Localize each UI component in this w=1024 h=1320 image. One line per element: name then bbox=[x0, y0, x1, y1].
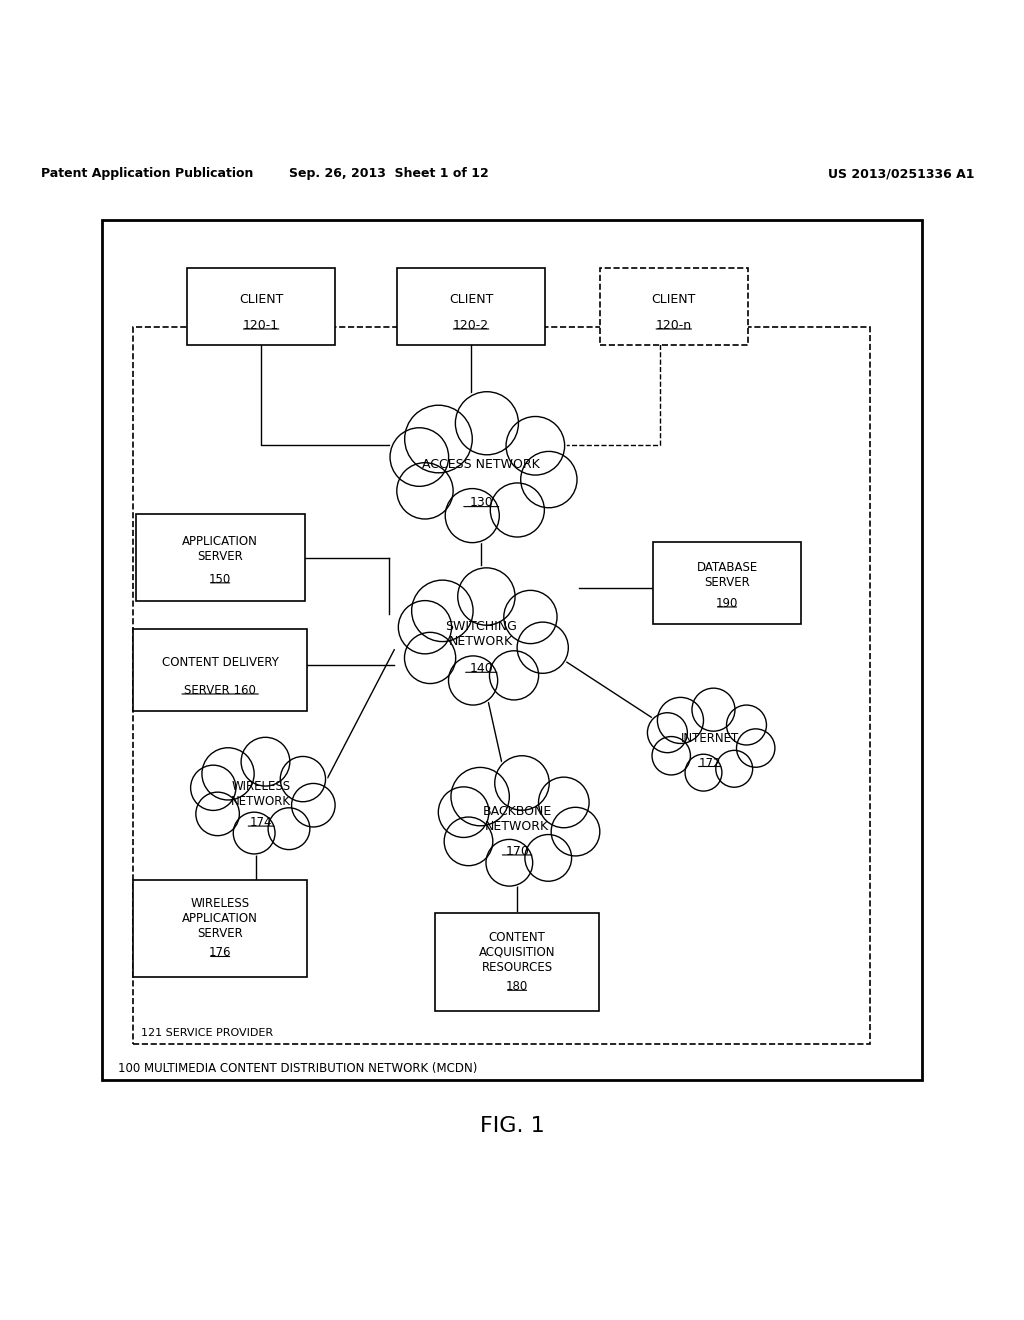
FancyBboxPatch shape bbox=[133, 879, 307, 977]
Text: 170: 170 bbox=[505, 845, 529, 858]
FancyBboxPatch shape bbox=[397, 268, 545, 345]
Text: CLIENT: CLIENT bbox=[449, 293, 494, 305]
Circle shape bbox=[201, 746, 255, 801]
Text: 174: 174 bbox=[250, 816, 272, 829]
Text: BACKBONE
NETWORK: BACKBONE NETWORK bbox=[482, 805, 552, 833]
Text: 172: 172 bbox=[698, 756, 721, 770]
Circle shape bbox=[488, 482, 546, 539]
Circle shape bbox=[684, 754, 723, 792]
Text: CLIENT: CLIENT bbox=[651, 293, 696, 305]
Text: CONTENT DELIVERY: CONTENT DELIVERY bbox=[162, 656, 279, 668]
Text: FIG. 1: FIG. 1 bbox=[479, 1115, 545, 1137]
Text: WIRELESS
APPLICATION
SERVER: WIRELESS APPLICATION SERVER bbox=[182, 898, 258, 940]
Circle shape bbox=[195, 791, 241, 837]
Circle shape bbox=[395, 461, 455, 520]
Circle shape bbox=[397, 599, 453, 655]
Circle shape bbox=[457, 566, 516, 627]
Circle shape bbox=[503, 589, 558, 645]
Text: 130: 130 bbox=[469, 495, 494, 508]
Text: INTERNET: INTERNET bbox=[681, 731, 738, 744]
Circle shape bbox=[443, 487, 501, 544]
Circle shape bbox=[434, 424, 528, 517]
Text: 140: 140 bbox=[469, 661, 494, 675]
Circle shape bbox=[678, 710, 741, 774]
Circle shape bbox=[232, 810, 276, 855]
Circle shape bbox=[516, 620, 569, 675]
Text: APPLICATION
SERVER: APPLICATION SERVER bbox=[182, 535, 258, 562]
Text: DATABASE
SERVER: DATABASE SERVER bbox=[696, 561, 758, 589]
Text: 100 MULTIMEDIA CONTENT DISTRIBUTION NETWORK (MCDN): 100 MULTIMEDIA CONTENT DISTRIBUTION NETW… bbox=[118, 1061, 477, 1074]
Circle shape bbox=[505, 414, 566, 477]
Circle shape bbox=[189, 764, 237, 812]
Text: SERVER 160: SERVER 160 bbox=[184, 684, 256, 697]
Text: US 2013/0251336 A1: US 2013/0251336 A1 bbox=[827, 168, 975, 180]
Text: 121 SERVICE PROVIDER: 121 SERVICE PROVIDER bbox=[141, 1028, 273, 1038]
Circle shape bbox=[715, 750, 754, 788]
Text: Patent Application Publication: Patent Application Publication bbox=[41, 168, 253, 180]
Circle shape bbox=[280, 755, 327, 803]
Circle shape bbox=[494, 755, 551, 812]
Circle shape bbox=[403, 404, 474, 474]
Text: 120-n: 120-n bbox=[655, 319, 692, 333]
FancyBboxPatch shape bbox=[600, 268, 748, 345]
FancyBboxPatch shape bbox=[653, 543, 801, 624]
Circle shape bbox=[656, 696, 705, 744]
FancyBboxPatch shape bbox=[133, 630, 307, 711]
Circle shape bbox=[403, 631, 457, 685]
Circle shape bbox=[454, 391, 520, 457]
Circle shape bbox=[550, 807, 601, 857]
Circle shape bbox=[651, 735, 691, 776]
Circle shape bbox=[476, 783, 558, 865]
Circle shape bbox=[437, 785, 490, 838]
Text: 190: 190 bbox=[716, 597, 738, 610]
Text: 120-1: 120-1 bbox=[243, 319, 280, 333]
Circle shape bbox=[726, 704, 767, 746]
Circle shape bbox=[267, 807, 311, 850]
Text: CONTENT
ACQUISITION
RESOURCES: CONTENT ACQUISITION RESOURCES bbox=[479, 931, 555, 974]
Circle shape bbox=[224, 762, 298, 834]
Circle shape bbox=[438, 597, 524, 682]
Circle shape bbox=[410, 578, 474, 643]
Text: SWITCHING
NETWORK: SWITCHING NETWORK bbox=[445, 620, 517, 648]
Text: ACCESS NETWORK: ACCESS NETWORK bbox=[423, 458, 540, 471]
FancyBboxPatch shape bbox=[135, 513, 305, 601]
Text: WIRELESS
NETWORK: WIRELESS NETWORK bbox=[231, 780, 291, 808]
Text: 120-2: 120-2 bbox=[453, 319, 489, 333]
Text: Sep. 26, 2013  Sheet 1 of 12: Sep. 26, 2013 Sheet 1 of 12 bbox=[289, 168, 489, 180]
Circle shape bbox=[447, 655, 499, 706]
Circle shape bbox=[735, 727, 776, 768]
Circle shape bbox=[691, 688, 736, 733]
Circle shape bbox=[523, 833, 572, 882]
Circle shape bbox=[484, 838, 534, 887]
Circle shape bbox=[240, 737, 291, 787]
Text: 180: 180 bbox=[506, 979, 528, 993]
Text: 150: 150 bbox=[209, 573, 231, 586]
Circle shape bbox=[538, 776, 591, 829]
Text: 176: 176 bbox=[209, 946, 231, 960]
Circle shape bbox=[388, 426, 451, 488]
Text: CLIENT: CLIENT bbox=[239, 293, 284, 305]
Circle shape bbox=[488, 649, 540, 701]
FancyBboxPatch shape bbox=[435, 913, 599, 1011]
Circle shape bbox=[646, 711, 688, 754]
Circle shape bbox=[291, 783, 336, 828]
FancyBboxPatch shape bbox=[186, 268, 336, 345]
Circle shape bbox=[450, 766, 511, 828]
Circle shape bbox=[519, 450, 579, 510]
Circle shape bbox=[443, 816, 494, 867]
